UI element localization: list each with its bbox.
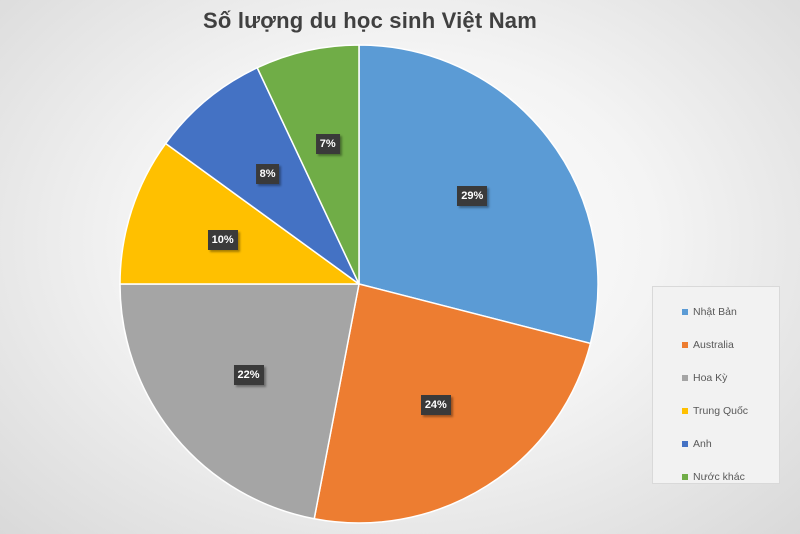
legend: Nhật Bản Australia Hoa Kỳ Trung Quốc Anh Nước… bbox=[652, 286, 780, 484]
data-label-4: 10% bbox=[207, 229, 238, 250]
legend-label: Trung Quốc bbox=[693, 404, 749, 417]
legend-item-2: Australia bbox=[653, 328, 779, 361]
legend-label: Hoa Kỳ bbox=[693, 371, 728, 384]
chart-title: Số lượng du học sinh Việt Nam bbox=[203, 8, 537, 33]
data-label-3: 22% bbox=[233, 365, 264, 386]
legend-item-3: Hoa Kỳ bbox=[653, 361, 779, 394]
pie-slice-3 bbox=[119, 283, 360, 520]
pie-slice-2 bbox=[313, 283, 592, 524]
legend-item-1: Nhật Bản bbox=[653, 295, 779, 328]
legend-swatch bbox=[682, 473, 688, 480]
legend-swatch bbox=[682, 407, 688, 414]
pie-slice-6 bbox=[256, 44, 360, 285]
legend-item-6: Nước khác bbox=[653, 460, 779, 493]
data-label-5: 8% bbox=[255, 163, 280, 184]
legend-label: Australia bbox=[693, 338, 734, 351]
legend-swatch bbox=[682, 308, 688, 315]
data-label-1: 29% bbox=[457, 186, 488, 207]
legend-item-5: Anh bbox=[653, 427, 779, 460]
data-label-6: 7% bbox=[315, 134, 340, 155]
legend-swatch bbox=[682, 440, 688, 447]
legend-label: Nước khác bbox=[693, 470, 745, 483]
data-label-2: 24% bbox=[420, 395, 451, 416]
legend-label: Anh bbox=[693, 437, 712, 450]
legend-item-4: Trung Quốc bbox=[653, 394, 779, 427]
legend-swatch bbox=[682, 341, 688, 348]
pie-slice-4 bbox=[119, 142, 362, 285]
legend-label: Nhật Bản bbox=[693, 305, 737, 318]
legend-swatch bbox=[682, 374, 688, 381]
